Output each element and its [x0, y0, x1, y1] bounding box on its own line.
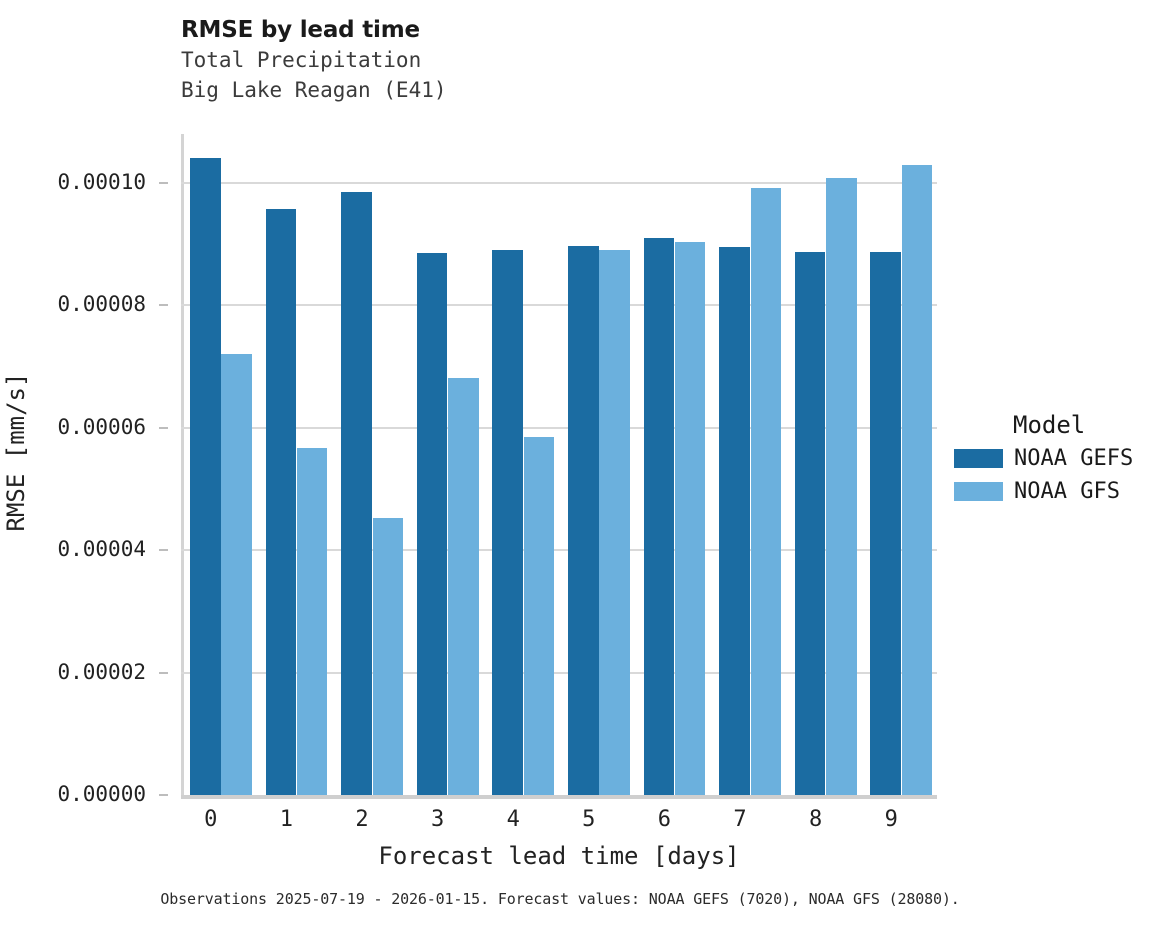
legend-title: Model — [1013, 411, 1086, 439]
legend-item-label: NOAA GEFS — [1014, 445, 1134, 471]
y-axis-tick-label: 0.00002 — [57, 659, 146, 684]
y-axis-tick-label: 0.00006 — [57, 414, 146, 439]
y-axis-tick — [159, 671, 168, 674]
bar-noaa-gfs-lead-6[interactable] — [674, 242, 706, 795]
title-block: RMSE by lead time Total Precipitation Bi… — [181, 16, 447, 105]
x-axis-tick-label: 0 — [204, 807, 218, 832]
bar-noaa-gfs-lead-1[interactable] — [296, 447, 328, 795]
bar-noaa-gefs-lead-3[interactable] — [416, 253, 448, 795]
bar-noaa-gefs-lead-4[interactable] — [492, 250, 523, 795]
y-axis-tick — [159, 426, 168, 429]
x-axis-tick-label: 7 — [733, 807, 747, 832]
legend-item-label: NOAA GFS — [1014, 478, 1120, 504]
x-axis-tick-label: 9 — [884, 807, 898, 832]
legend-item-noaa-gefs[interactable]: NOAA GEFS — [954, 442, 1169, 475]
x-axis-tick-label: 3 — [430, 807, 445, 832]
x-axis-line — [181, 795, 937, 799]
bar-noaa-gfs-lead-9[interactable] — [901, 164, 933, 795]
bar-noaa-gfs-lead-3[interactable] — [448, 377, 479, 795]
y-axis-tick-label: 0.00000 — [57, 782, 146, 806]
x-axis-tick-label: 1 — [279, 807, 294, 832]
legend: Model NOAA GEFS NOAA GFS — [954, 408, 1169, 508]
x-axis-title: Forecast lead time [days] — [378, 842, 740, 870]
bar-noaa-gfs-lead-0[interactable] — [221, 354, 252, 795]
bar-noaa-gefs-lead-0[interactable] — [190, 158, 221, 795]
bar-noaa-gfs-lead-8[interactable] — [826, 178, 857, 795]
bar-noaa-gfs-lead-2[interactable] — [372, 518, 403, 795]
gridline — [181, 549, 937, 552]
gridline — [181, 426, 937, 429]
bar-noaa-gefs-lead-6[interactable] — [643, 238, 675, 795]
bar-noaa-gefs-lead-7[interactable] — [719, 247, 750, 795]
gridline — [181, 181, 937, 184]
bar-noaa-gefs-lead-1[interactable] — [265, 209, 297, 795]
bar-noaa-gefs-lead-5[interactable] — [568, 246, 599, 795]
bar-noaa-gfs-lead-7[interactable] — [750, 187, 781, 795]
x-axis-tick-label: 5 — [582, 807, 596, 832]
chart-title: RMSE by lead time — [181, 17, 420, 43]
chart-subtitle-line1: Total Precipitation — [181, 48, 422, 72]
bar-noaa-gefs-lead-8[interactable] — [794, 251, 826, 795]
x-axis-tick-label: 4 — [506, 807, 520, 832]
y-axis-tick-labels: 0.00000 0.00002 0.00004 0.00006 0.00008 0.000… — [0, 134, 168, 805]
y-axis-tick — [159, 549, 168, 552]
bar-noaa-gefs-lead-2[interactable] — [341, 192, 372, 795]
gridline — [181, 304, 937, 307]
chart-subtitle-line2: Big Lake Reagan (E41) — [181, 78, 447, 102]
bar-noaa-gfs-lead-5[interactable] — [599, 250, 630, 795]
y-axis-tick-label: 0.00010 — [57, 169, 146, 194]
y-axis-tick-label: 0.00008 — [57, 292, 146, 317]
y-axis-tick — [159, 794, 168, 796]
bar-noaa-gfs-lead-4[interactable] — [523, 436, 555, 795]
x-axis-tick-label: 2 — [355, 807, 369, 832]
footer-note: Observations 2025-07-19 - 2026-01-15. Fo… — [160, 890, 960, 908]
y-axis-tick — [159, 304, 168, 307]
legend-swatch-icon — [954, 482, 1003, 501]
x-axis-tick-labels: 0 1 2 3 4 5 6 7 8 9 — [181, 805, 937, 839]
legend-item-noaa-gfs[interactable]: NOAA GFS — [954, 475, 1169, 508]
x-axis-tick-label: 6 — [657, 807, 672, 832]
legend-swatch-icon — [954, 449, 1003, 468]
plot-area — [181, 134, 937, 795]
y-axis-tick-label: 0.00004 — [57, 537, 146, 562]
x-axis-tick-label: 8 — [808, 807, 823, 832]
gridline — [181, 671, 937, 674]
y-axis-tick — [159, 181, 168, 184]
y-axis-line — [181, 134, 184, 795]
bar-noaa-gefs-lead-9[interactable] — [870, 252, 901, 795]
